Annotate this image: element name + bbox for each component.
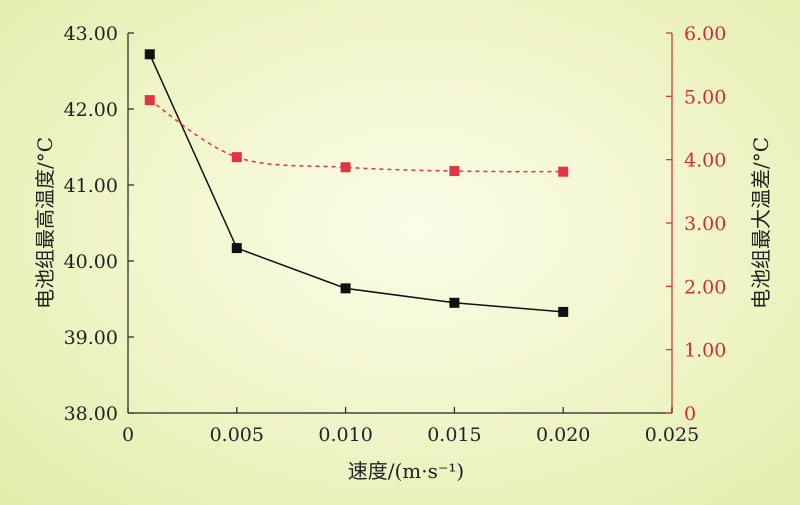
series-1-point [231,243,242,254]
series-2-point [144,95,155,106]
y-left-axis-title: 电池组最高温度/°C [33,137,57,309]
y-left-tick-label: 43.00 [64,23,118,45]
y-right-tick-label: 5.00 [684,86,726,108]
y-right-tick-label: 3.00 [684,213,726,235]
series-1-point [558,306,569,317]
series-2-line [149,99,564,173]
y-left-tick-label: 38.00 [64,403,118,425]
y-left-tick-label: 42.00 [64,99,118,121]
y-right-tick-label: 2.00 [684,276,726,298]
x-tick-label: 0.020 [536,424,590,446]
x-tick-label: 0.005 [210,424,264,446]
y-left-tick-label: 40.00 [64,251,118,273]
series-2-point [340,162,351,173]
x-axis-title: 速度/(m·s⁻¹) [348,459,465,483]
series-1-point [144,49,155,60]
y-right-tick-label: 1.00 [684,340,726,362]
x-tick-label: 0.010 [318,424,372,446]
x-tick-label: 0.025 [645,424,699,446]
x-tick-label: 0 [122,424,134,446]
y-right-tick-label: 4.00 [684,150,726,172]
y-right-tick-label: 0 [684,403,696,425]
series-1-point [449,297,460,308]
series-1-point [340,283,351,294]
series-2-point [558,166,569,177]
y-left-tick-label: 39.00 [64,327,118,349]
y-right-axis-title: 电池组最大温差/°C [749,137,773,309]
y-right-tick-label: 6.00 [684,23,726,45]
series-2-point [449,166,460,177]
x-tick-label: 0.015 [427,424,481,446]
series-2-point [231,152,242,163]
y-left-tick-label: 41.00 [64,175,118,197]
series-1-line [149,53,564,313]
